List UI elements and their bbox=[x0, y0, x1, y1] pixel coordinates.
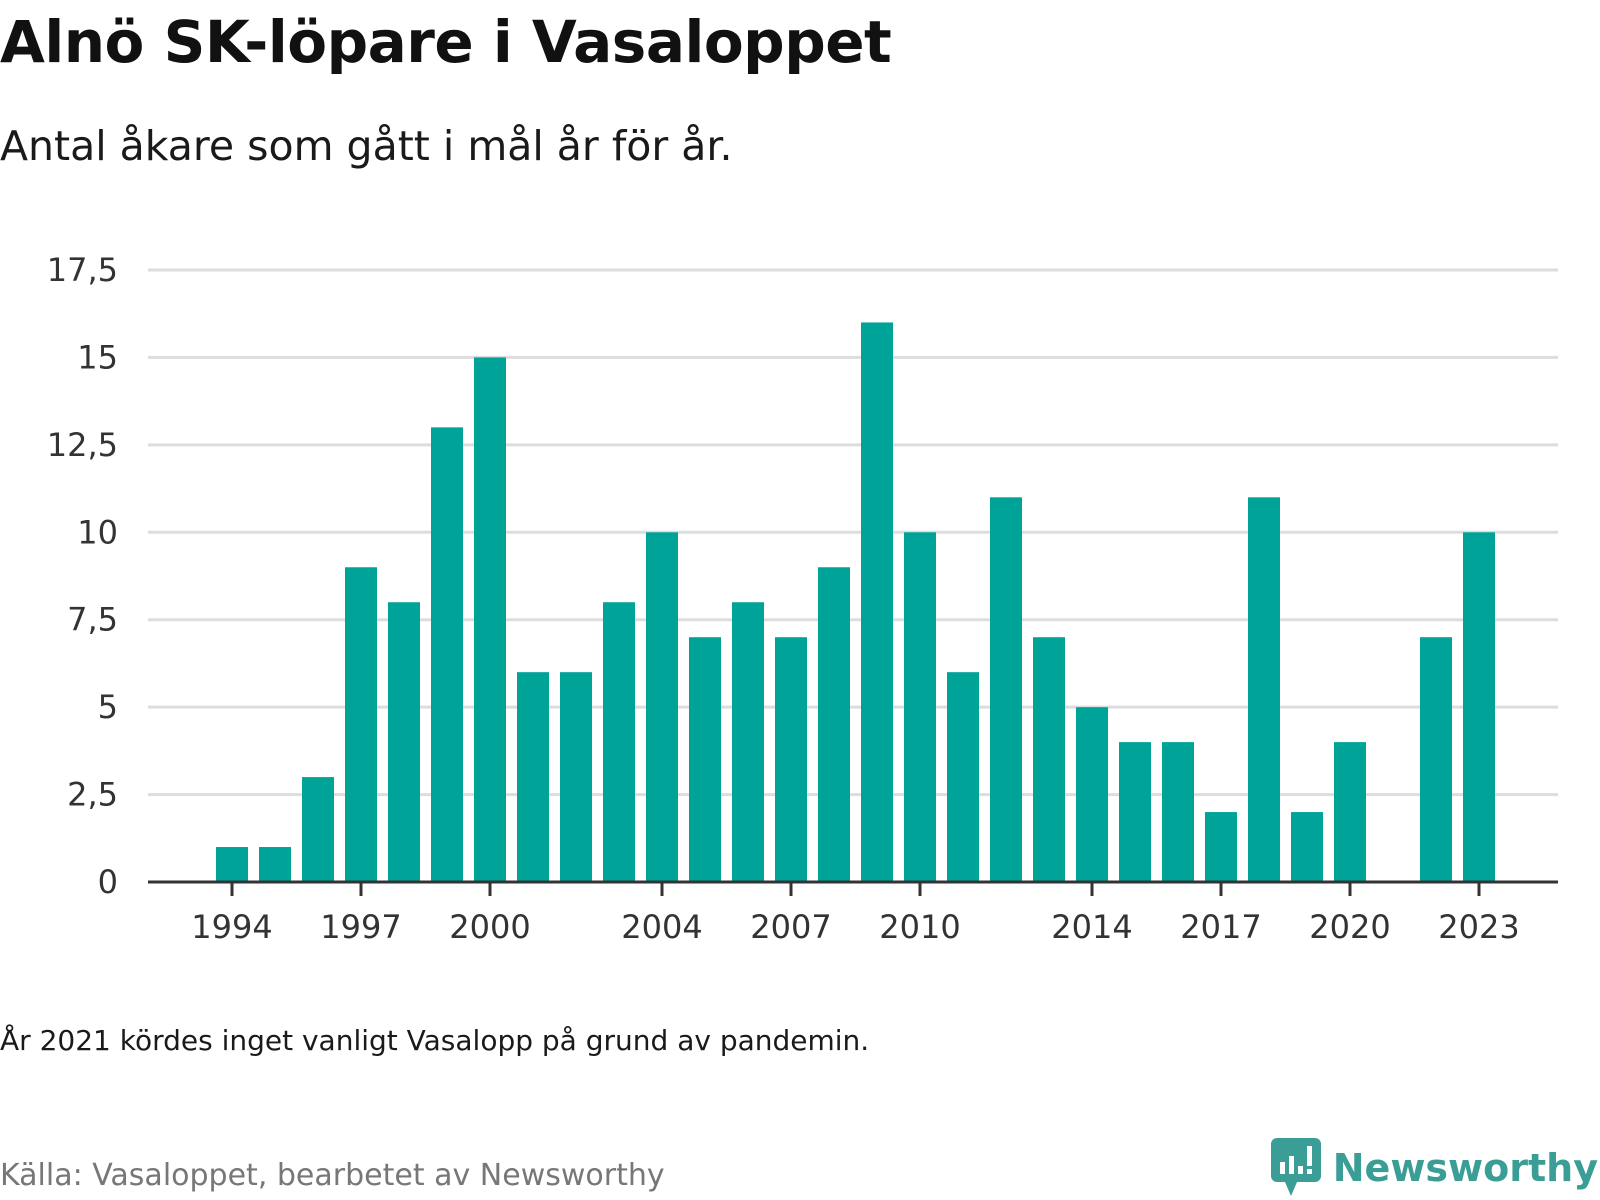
y-tick-label: 2,5 bbox=[67, 776, 118, 814]
bar-2004 bbox=[646, 532, 678, 882]
y-tick-label: 5 bbox=[98, 688, 118, 726]
brand-name: Newsworthy bbox=[1332, 1146, 1598, 1190]
bar-2012 bbox=[990, 497, 1022, 882]
bar-2005 bbox=[689, 637, 721, 882]
x-tick-label: 2023 bbox=[1438, 908, 1519, 946]
bar-1999 bbox=[431, 427, 463, 882]
x-tick-label: 2007 bbox=[750, 908, 831, 946]
x-tick-label: 1997 bbox=[320, 908, 401, 946]
bar-1994 bbox=[216, 847, 248, 882]
brand-logo: Newsworthy bbox=[1270, 1138, 1598, 1198]
gridlines bbox=[148, 268, 1558, 797]
source-credit: Källa: Vasaloppet, bearbetet av Newswort… bbox=[0, 1158, 665, 1193]
chart-subtitle: Antal åkare som gått i mål år för år. bbox=[0, 122, 733, 170]
bars bbox=[216, 322, 1495, 882]
y-tick-label: 15 bbox=[77, 338, 118, 376]
x-tick-label: 2004 bbox=[621, 908, 702, 946]
bar-2017 bbox=[1205, 812, 1237, 882]
bar-1997 bbox=[345, 567, 377, 882]
bar-2003 bbox=[603, 602, 635, 882]
y-tick-label: 17,5 bbox=[47, 251, 118, 289]
bar-2013 bbox=[1033, 637, 1065, 882]
bar-2008 bbox=[818, 567, 850, 882]
bar-2015 bbox=[1119, 742, 1151, 882]
newsworthy-logo-icon bbox=[1270, 1138, 1321, 1196]
bar-2006 bbox=[732, 602, 764, 882]
bar-2022 bbox=[1420, 637, 1452, 882]
bar-2000 bbox=[474, 357, 506, 882]
y-tick-label: 10 bbox=[77, 513, 118, 551]
bar-1998 bbox=[388, 602, 420, 882]
bar-2002 bbox=[560, 672, 592, 882]
bar-2014 bbox=[1076, 707, 1108, 882]
x-tick-label: 2000 bbox=[449, 908, 530, 946]
x-tick-label: 2020 bbox=[1309, 908, 1390, 946]
bar-2009 bbox=[861, 322, 893, 882]
chart-note: År 2021 kördes inget vanligt Vasalopp på… bbox=[0, 1024, 870, 1057]
bar-2011 bbox=[947, 672, 979, 882]
bar-2016 bbox=[1162, 742, 1194, 882]
bar-1996 bbox=[302, 777, 334, 882]
bar-2010 bbox=[904, 532, 936, 882]
chart-title: Alnö SK-löpare i Vasaloppet bbox=[0, 8, 892, 76]
bar-2023 bbox=[1463, 532, 1495, 882]
x-tick-label: 2010 bbox=[879, 908, 960, 946]
y-tick-label: 12,5 bbox=[47, 426, 118, 464]
y-tick-label: 0 bbox=[98, 863, 118, 901]
x-tick-label: 2017 bbox=[1180, 908, 1261, 946]
bar-2007 bbox=[775, 637, 807, 882]
bar-1995 bbox=[259, 847, 291, 882]
bar-2020 bbox=[1334, 742, 1366, 882]
y-tick-label: 7,5 bbox=[67, 601, 118, 639]
bar-chart: 0 2,5 5 7,5 10 12,5 15 17,5 1994 1997 2000 2004 200… bbox=[47, 251, 1558, 946]
bar-2019 bbox=[1291, 812, 1323, 882]
x-axis: 1994 1997 2000 2004 2007 2010 2014 2017 2020 2023 bbox=[148, 880, 1558, 946]
bar-2018 bbox=[1248, 497, 1280, 882]
x-tick-label: 1994 bbox=[191, 908, 272, 946]
bar-2001 bbox=[517, 672, 549, 882]
y-axis-labels: 0 2,5 5 7,5 10 12,5 15 17,5 bbox=[47, 251, 118, 901]
x-tick-label: 2014 bbox=[1051, 908, 1132, 946]
